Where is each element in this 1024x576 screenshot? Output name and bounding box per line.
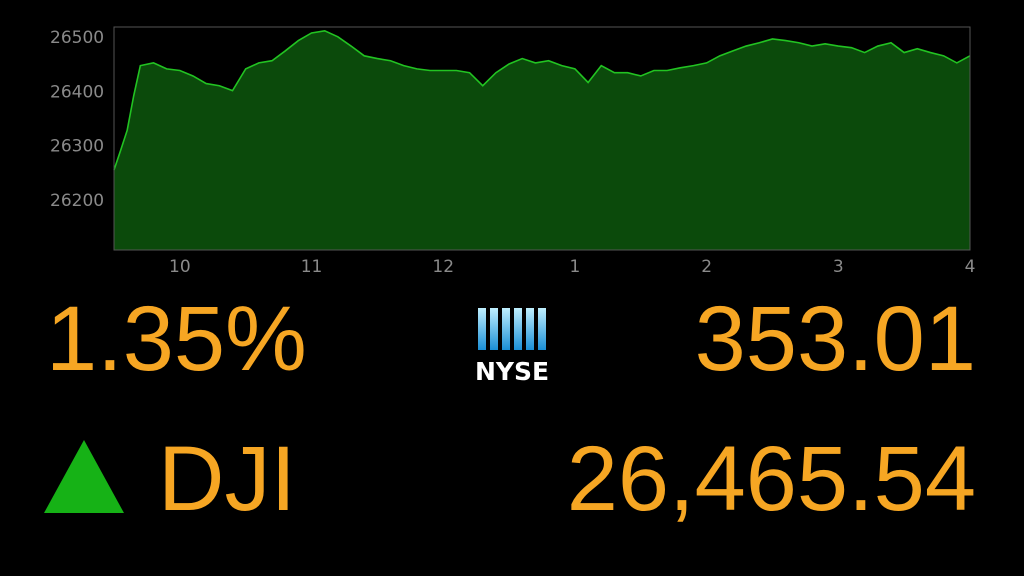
y-tick-label: 26400	[50, 82, 104, 102]
x-tick-label: 11	[301, 257, 323, 277]
x-tick-label: 10	[169, 257, 191, 277]
point-change: 353.01	[695, 288, 976, 390]
x-tick-label: 3	[833, 257, 844, 277]
up-arrow	[44, 440, 124, 513]
y-tick-label: 26200	[50, 191, 104, 211]
percent-change: 1.35%	[46, 288, 307, 390]
logo-text: NYSE	[475, 357, 549, 386]
nyse-logo: NYSE	[475, 308, 549, 386]
x-tick-label: 1	[570, 257, 581, 277]
y-tick-label: 26500	[50, 28, 104, 48]
x-tick-label: 4	[965, 257, 976, 277]
symbol: DJI	[158, 428, 296, 530]
area	[114, 30, 970, 251]
x-tick-label: 2	[701, 257, 712, 277]
plot-border	[113, 26, 971, 251]
price: 26,465.54	[567, 428, 976, 530]
y-tick-label: 26300	[50, 137, 104, 157]
x-tick-label: 12	[432, 257, 454, 277]
line	[113, 29, 971, 171]
